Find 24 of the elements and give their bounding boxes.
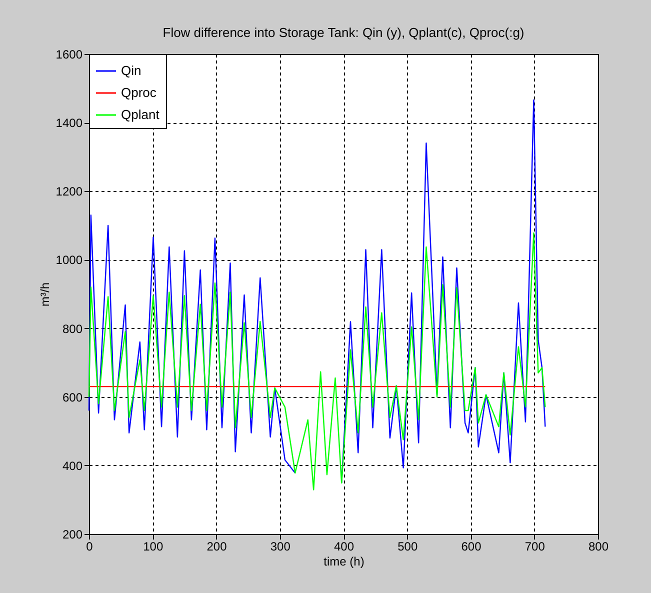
y-tick-label: 800 <box>62 322 83 336</box>
chart-title: Flow difference into Storage Tank: Qin (y), Qplant(c), Qproc(:g) <box>162 25 524 40</box>
y-tick-label: 200 <box>62 528 83 542</box>
x-tick-label: 400 <box>334 540 354 554</box>
x-axis-title: time (h) <box>324 554 364 568</box>
y-tick-label: 400 <box>62 458 83 473</box>
x-tick-label: 700 <box>524 540 546 554</box>
y-tick-label: 1400 <box>56 116 83 130</box>
y-tick-label: 1200 <box>56 184 83 199</box>
x-tick-label: 600 <box>461 540 482 554</box>
x-tick-label: 200 <box>206 540 228 554</box>
x-tick-label: 100 <box>143 540 164 554</box>
y-axis-title: m³/h <box>38 282 52 306</box>
y-tick-label: 1600 <box>56 48 83 62</box>
x-tick-label: 800 <box>588 540 609 554</box>
y-tick-label: 600 <box>62 390 83 404</box>
x-tick-label: 300 <box>270 540 291 554</box>
y-tick-label: 1000 <box>56 253 83 268</box>
line-series <box>88 232 546 490</box>
legend-label: Qin <box>121 63 142 78</box>
x-tick-label: 0 <box>86 540 94 554</box>
legend-label: Qproc <box>121 85 157 100</box>
legend-label: Qplant <box>121 107 160 122</box>
x-tick-label: 500 <box>398 540 418 554</box>
